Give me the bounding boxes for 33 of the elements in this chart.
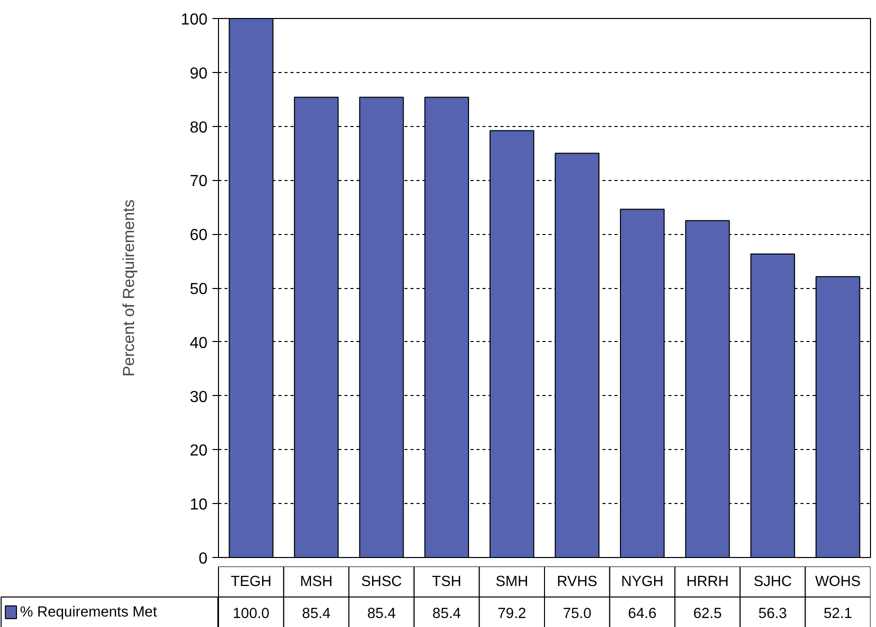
y-tick-label: 90 — [190, 65, 208, 82]
y-tick-label: 0 — [198, 550, 208, 568]
data-label: 52.1 — [824, 606, 852, 622]
data-label: 56.3 — [758, 606, 787, 622]
x-tick-label: MSH — [300, 574, 333, 590]
y-tick-label: 10 — [190, 496, 208, 514]
y-tick-label: 100 — [180, 12, 208, 28]
y-tick-label: 80 — [190, 119, 208, 136]
x-tick-label: HRRH — [686, 574, 729, 590]
x-tick-label: WOHS — [815, 574, 861, 590]
y-tick-label: 50 — [190, 281, 208, 298]
x-tick-label: TEGH — [230, 574, 272, 590]
y-axis-title: Percent of Requirements — [120, 200, 138, 376]
x-tick-label: SHSC — [361, 574, 402, 590]
y-tick-label: 30 — [190, 388, 208, 406]
x-tick-label: RVHS — [556, 574, 598, 590]
data-label: 75.0 — [562, 606, 592, 622]
y-tick-label: 60 — [190, 227, 208, 244]
data-label: 85.4 — [432, 606, 461, 622]
data-label: 62.5 — [693, 606, 722, 622]
data-label: 85.4 — [302, 606, 331, 622]
x-tick-label: TSH — [432, 574, 462, 590]
data-label: 85.4 — [367, 606, 396, 622]
x-tick-label: SMH — [496, 574, 528, 590]
y-tick-label: 20 — [190, 442, 208, 460]
data-label: 100.0 — [232, 606, 270, 622]
data-label: 79.2 — [498, 606, 526, 622]
y-tick-label: 70 — [190, 173, 208, 190]
x-tick-label: NYGH — [621, 574, 664, 590]
data-label: 64.6 — [628, 606, 657, 622]
x-tick-label: SJHC — [754, 574, 792, 590]
y-tick-label: 40 — [190, 334, 208, 352]
legend-label: % Requirements Met — [20, 604, 157, 620]
